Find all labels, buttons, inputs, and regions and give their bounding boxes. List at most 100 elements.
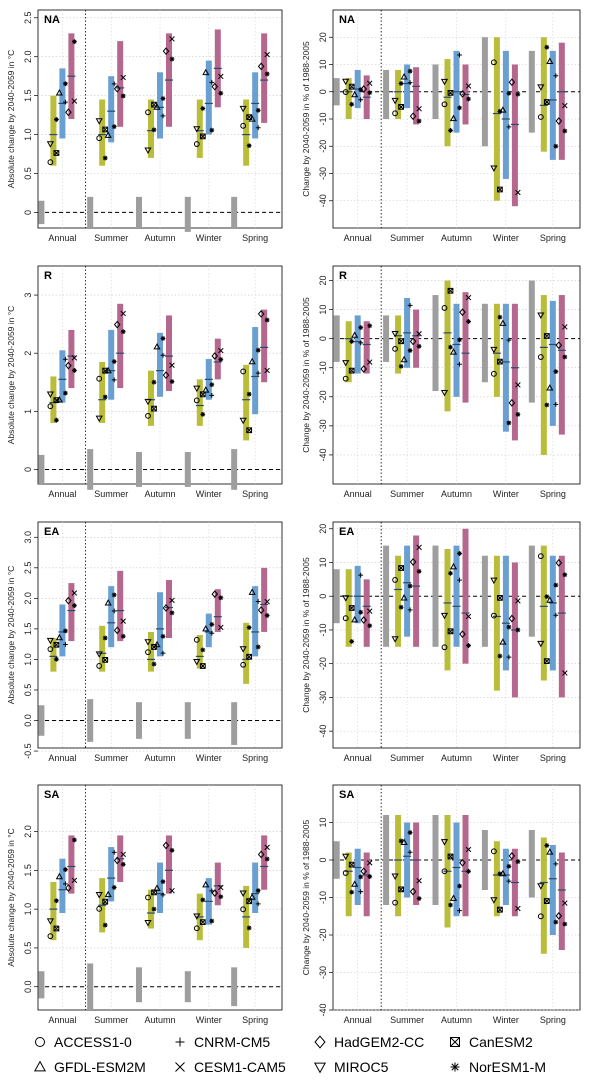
asterisk-marker bbox=[416, 568, 422, 574]
asterisk-marker bbox=[349, 101, 355, 107]
y-tick-label: 3 bbox=[23, 293, 33, 298]
asterisk-marker bbox=[349, 339, 355, 344]
diamond-marker bbox=[113, 84, 121, 93]
scenario-bar bbox=[493, 841, 500, 917]
region-label: EA bbox=[339, 526, 354, 538]
x-marker bbox=[515, 598, 521, 604]
asterisk-marker bbox=[497, 108, 503, 114]
asterisk-marker bbox=[264, 613, 270, 618]
triangle-down-marker bbox=[490, 346, 498, 354]
y-tick-label: 1.0 bbox=[23, 128, 33, 141]
category-label: Autumn bbox=[441, 1015, 472, 1025]
reference-bar bbox=[432, 815, 439, 905]
asterisk-marker bbox=[407, 830, 413, 835]
diamond-marker bbox=[162, 841, 170, 850]
x-marker bbox=[120, 310, 126, 317]
asterisk-marker bbox=[515, 859, 521, 865]
boxed-x-marker bbox=[447, 287, 454, 294]
reference-bar bbox=[184, 702, 191, 739]
triangle-down-marker bbox=[144, 920, 152, 927]
y-tick-label: 2.0 bbox=[23, 592, 33, 605]
scenario-bar bbox=[413, 535, 420, 647]
scenario-bar bbox=[157, 72, 163, 139]
scenario-bar bbox=[345, 321, 352, 383]
panel-EA-temperature: -0.5 0.0 0.5 1.0 1.5 2.0 2.5 3.0 EA Absolute chan… bbox=[6, 521, 283, 763]
reference-bar bbox=[528, 280, 535, 403]
y-tick-label: 0 bbox=[318, 857, 328, 862]
asterisk-marker bbox=[111, 885, 117, 890]
triangle-marker bbox=[248, 357, 256, 365]
plus-marker bbox=[63, 99, 68, 105]
panel-R-precipitation: -40 -30 -20 -10 0 10 20 R Change by 2040-2059 in… bbox=[301, 265, 581, 499]
category-label: Annual bbox=[48, 1015, 76, 1025]
reference-bar bbox=[136, 702, 142, 739]
asterisk-marker bbox=[264, 317, 270, 323]
reference-bar bbox=[231, 967, 238, 1007]
category-label: Annual bbox=[344, 1015, 372, 1025]
asterisk-marker bbox=[407, 68, 413, 74]
scenario-bar bbox=[404, 545, 411, 637]
triangle-down-marker bbox=[239, 890, 247, 897]
scenario-bar bbox=[493, 303, 500, 397]
category-label: Summer bbox=[94, 1015, 128, 1025]
y-tick-label: 1.0 bbox=[23, 653, 33, 666]
scenario-bar bbox=[196, 635, 203, 669]
asterisk-marker bbox=[151, 661, 157, 667]
diamond-marker bbox=[113, 856, 121, 865]
plus-marker bbox=[457, 908, 462, 914]
scenario-bar bbox=[413, 67, 420, 125]
plus-marker bbox=[358, 97, 364, 103]
reference-bar bbox=[481, 830, 488, 890]
y-axis-label: Absolute change by 2040-2059 in °C bbox=[6, 50, 16, 189]
x-marker bbox=[465, 294, 472, 301]
panel-EA-precipitation: -40 -30 -20 -10 0 10 20 EA Change by 2040-2059 i… bbox=[301, 521, 581, 763]
asterisk-marker bbox=[562, 921, 568, 927]
asterisk-marker bbox=[169, 610, 175, 616]
category-label: Spring bbox=[540, 753, 566, 763]
boxed-x-marker bbox=[447, 628, 454, 635]
y-tick-label: 0.5 bbox=[23, 167, 33, 180]
circle-marker bbox=[96, 135, 103, 142]
panels: 0 0.5 1.0 1.5 2.0 2.5 NA Absolute change by 204… bbox=[6, 9, 581, 1025]
x-marker bbox=[218, 73, 224, 80]
scenario-bar bbox=[99, 99, 106, 166]
triangle-marker bbox=[351, 331, 359, 338]
region-label: R bbox=[339, 270, 347, 282]
scenario-bar bbox=[68, 835, 75, 894]
y-tick-label: 1.5 bbox=[23, 89, 33, 102]
category-label: Spring bbox=[540, 1015, 566, 1025]
scenario-bar bbox=[50, 638, 57, 672]
circle-marker bbox=[193, 925, 200, 932]
asterisk-marker bbox=[457, 551, 462, 556]
y-tick-label: 0.5 bbox=[23, 684, 33, 697]
plus-marker bbox=[506, 337, 512, 343]
asterisk-marker bbox=[255, 644, 261, 650]
triangle-marker bbox=[248, 893, 256, 900]
x-marker bbox=[515, 905, 521, 912]
triangle-down-marker bbox=[46, 141, 55, 148]
scenario-bar bbox=[252, 862, 259, 914]
circle-marker bbox=[392, 577, 399, 583]
asterisk-marker bbox=[416, 343, 422, 349]
scenario-bar bbox=[196, 99, 203, 158]
circle-marker bbox=[96, 375, 103, 382]
reference-bar bbox=[481, 303, 488, 383]
reference-bar bbox=[87, 699, 94, 742]
triangle-down-marker bbox=[440, 839, 449, 846]
scenario-bar bbox=[345, 852, 352, 917]
scenario-bar bbox=[493, 37, 500, 201]
asterisk-marker bbox=[398, 838, 404, 844]
y-tick-label: 0 bbox=[23, 467, 33, 472]
y-tick-label: 10 bbox=[318, 557, 328, 567]
plus-marker bbox=[111, 81, 117, 87]
reference-bar bbox=[432, 545, 439, 647]
x-marker bbox=[416, 544, 422, 551]
x-marker bbox=[71, 877, 78, 884]
boxed-x-marker bbox=[398, 565, 404, 571]
asterisk-marker bbox=[102, 394, 108, 400]
plus-marker bbox=[111, 608, 117, 614]
circle-marker bbox=[145, 649, 151, 656]
triangle-down-marker bbox=[193, 659, 201, 666]
plus-marker bbox=[111, 377, 117, 383]
triangle-down-marker bbox=[391, 636, 399, 643]
